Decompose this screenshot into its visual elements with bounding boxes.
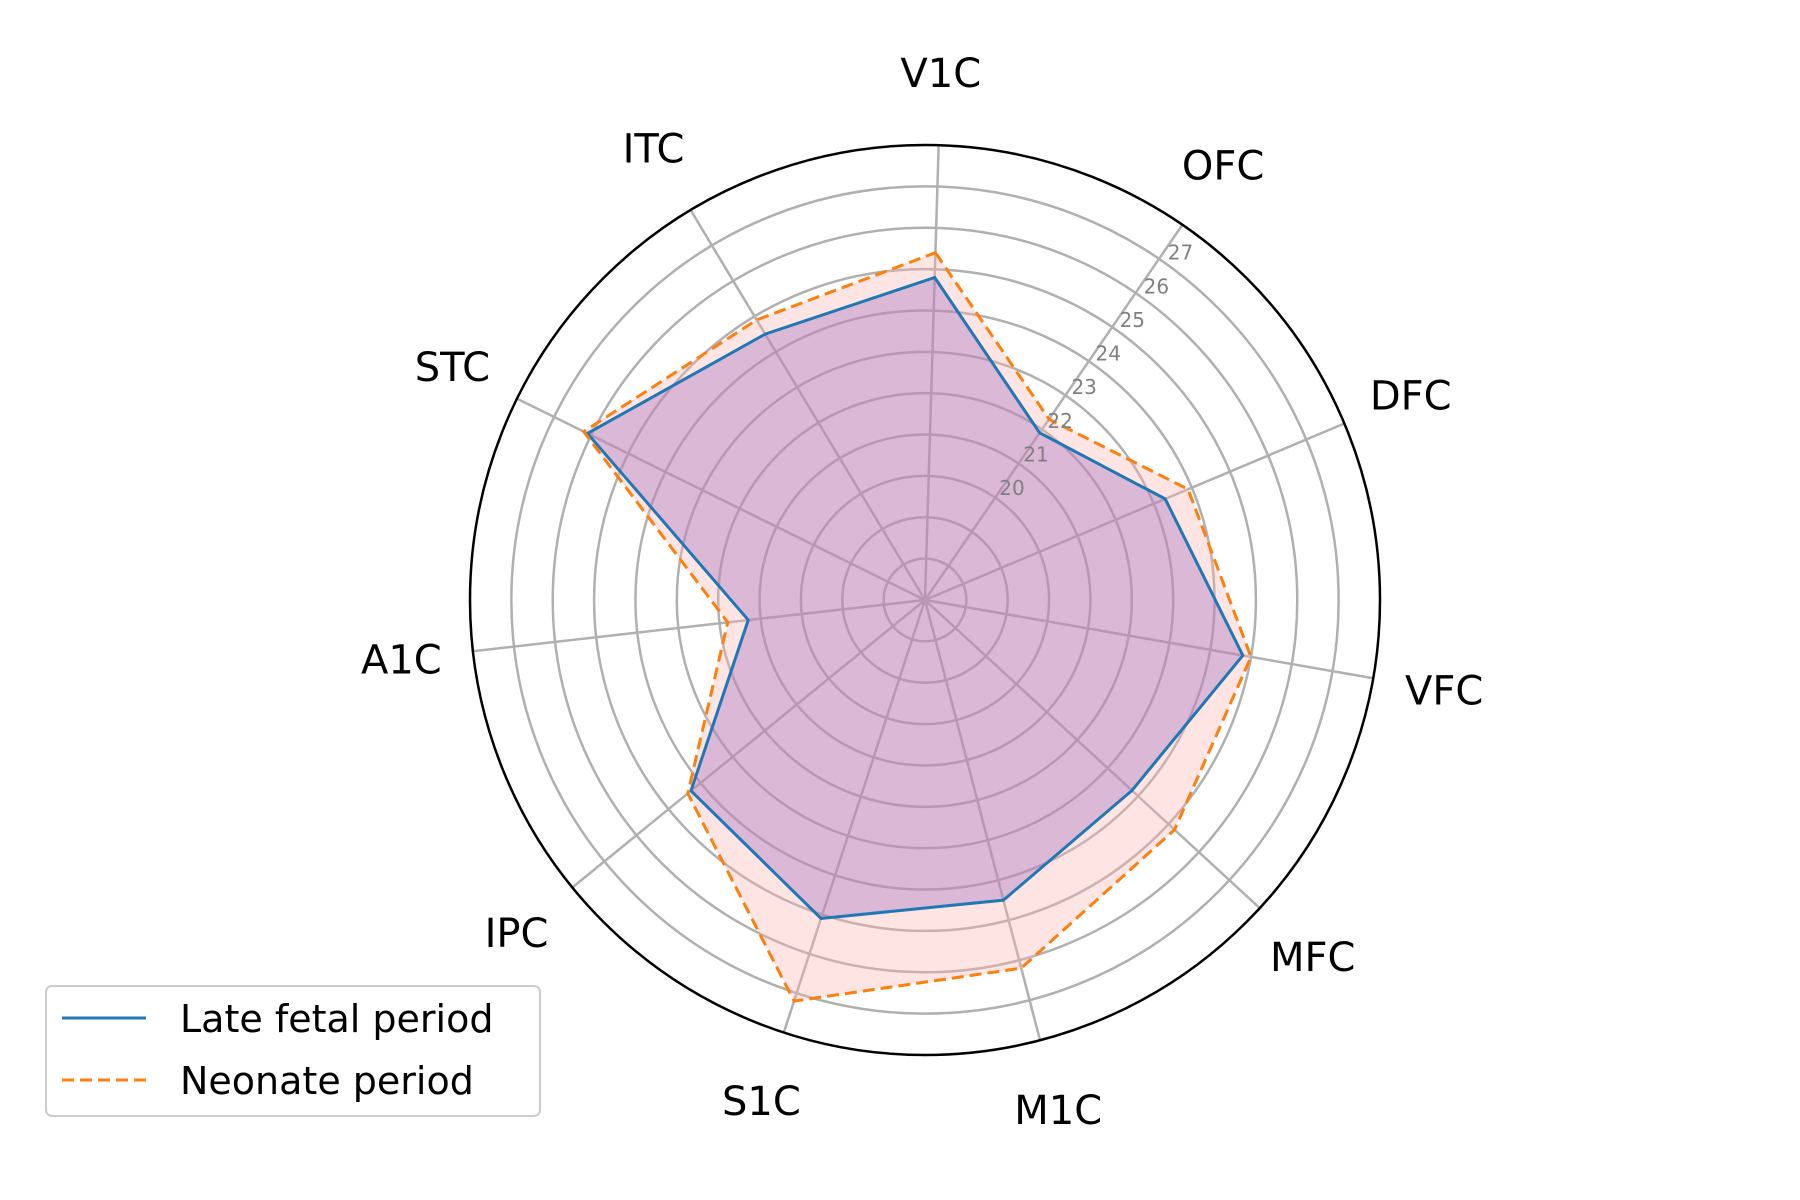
grid-ring xyxy=(592,267,1258,933)
outer-frame xyxy=(468,143,1382,1057)
grid-ring xyxy=(716,391,1134,809)
radar-grid xyxy=(472,145,1374,1041)
series-line-late-fetal xyxy=(585,275,1245,921)
category-label-v1c: V1C xyxy=(900,51,981,97)
grid-spoke-v1c xyxy=(923,145,940,601)
grid-spoke-a1c xyxy=(472,598,926,653)
radial-tick-label: 24 xyxy=(1096,342,1121,366)
grid-ring xyxy=(675,350,1175,850)
grid-spoke-itc xyxy=(689,209,927,601)
grid-spoke-s1c xyxy=(782,599,927,1033)
category-label-dfc: DFC xyxy=(1370,374,1452,420)
category-label-ofc: OFC xyxy=(1182,143,1264,189)
series-lines xyxy=(581,250,1253,1003)
category-label-stc: STC xyxy=(415,345,490,391)
category-label-s1c: S1C xyxy=(722,1079,801,1125)
category-label-vfc: VFC xyxy=(1405,669,1483,715)
grid-spoke-dfc xyxy=(924,422,1345,602)
legend: Late fetal period Neonate period xyxy=(45,985,541,1117)
legend-label-late-fetal: Late fetal period xyxy=(180,997,493,1041)
radial-tick-label: 23 xyxy=(1071,375,1096,399)
category-label-ipc: IPC xyxy=(485,911,549,957)
legend-box xyxy=(45,985,541,1117)
series-fills xyxy=(583,252,1251,1002)
series-fill-late-fetal xyxy=(587,277,1243,919)
grid-ring xyxy=(510,185,1340,1015)
radial-tick-label: 25 xyxy=(1120,308,1145,332)
grid-spoke-mfc xyxy=(924,599,1261,910)
grid-spoke-m1c xyxy=(923,599,1042,1041)
category-label-a1c: A1C xyxy=(361,637,442,683)
grid-ring xyxy=(799,474,1051,726)
category-label-m1c: M1C xyxy=(1014,1088,1102,1134)
grid-spoke-ofc xyxy=(923,224,1184,601)
legend-label-neonate: Neonate period xyxy=(180,1059,474,1103)
series-fill-neonate xyxy=(583,252,1251,1002)
radial-tick-label: 27 xyxy=(1168,241,1193,265)
grid-ring xyxy=(551,226,1299,974)
grid-spoke-ipc xyxy=(571,599,926,889)
category-label-itc: ITC xyxy=(623,126,685,172)
radial-tick-label: 21 xyxy=(1023,442,1048,466)
radial-tick-label: 20 xyxy=(999,476,1024,500)
radial-tick-label: 26 xyxy=(1144,274,1169,298)
category-labels: V1C OFC DFC VFC MFC M1C S1C IPC A1C STC ITC xyxy=(361,51,1483,1134)
grid-ring xyxy=(758,433,1092,767)
category-label-mfc: MFC xyxy=(1270,935,1355,981)
radial-tick-label: 22 xyxy=(1047,409,1072,433)
grid-spoke-vfc xyxy=(924,598,1374,680)
grid-ring xyxy=(841,516,1009,684)
series-line-neonate xyxy=(581,250,1253,1003)
